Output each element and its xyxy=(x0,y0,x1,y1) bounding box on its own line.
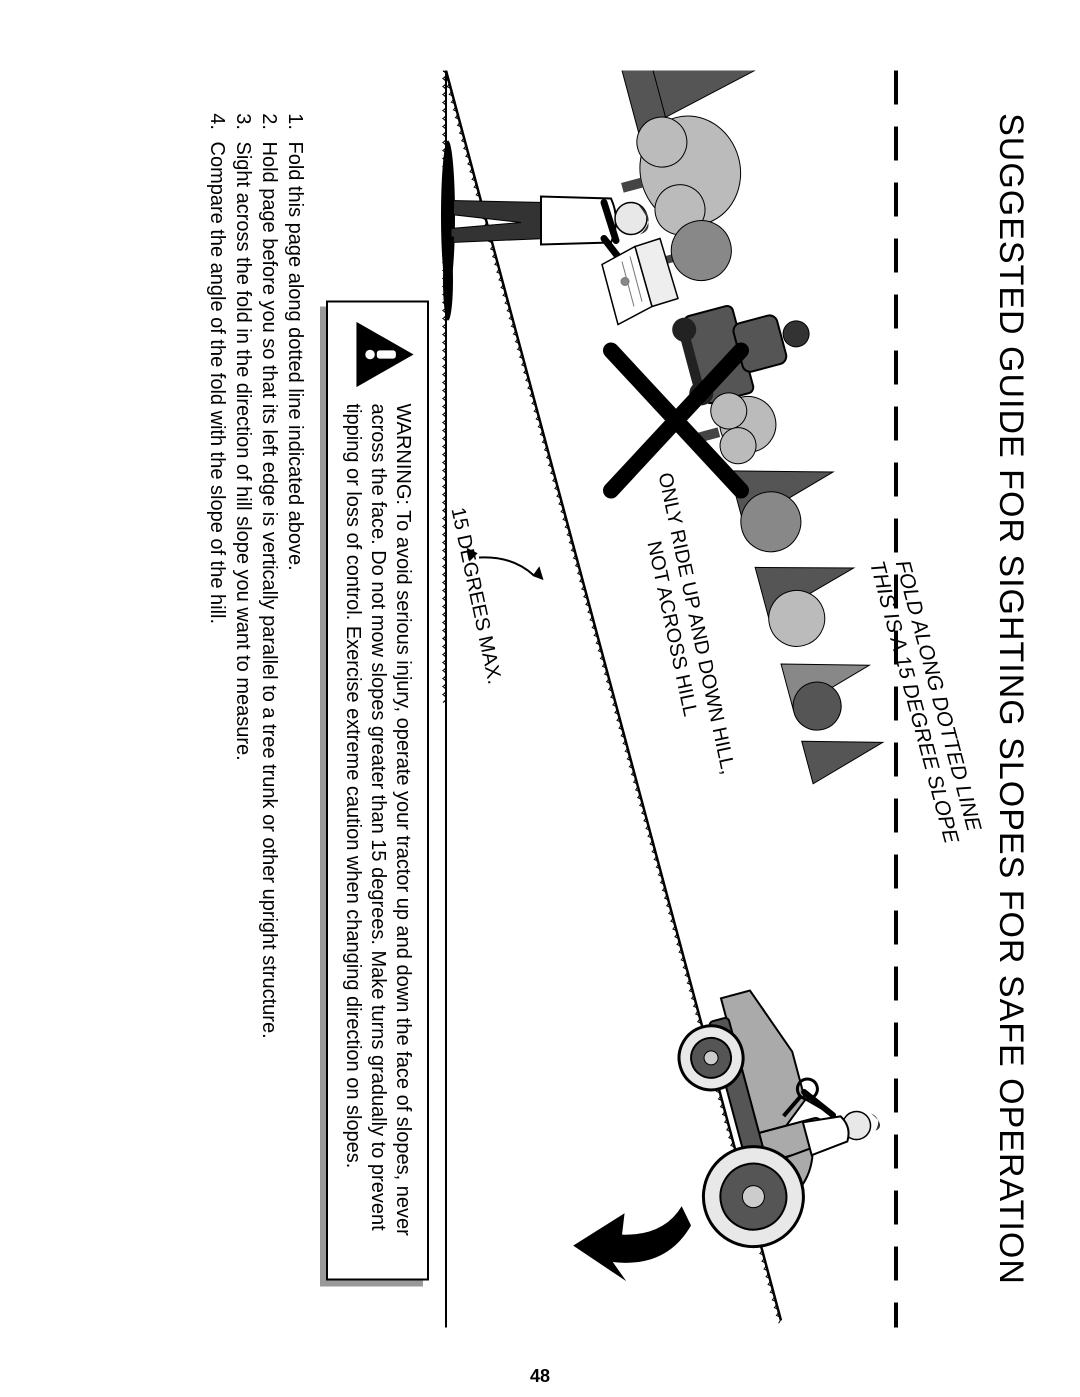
instruction-item: Sight across the fold in the direction o… xyxy=(230,135,256,1327)
warning-text: WARNING: To avoid serious injury, operat… xyxy=(340,403,415,1258)
slope-diagram: FOLD ALONG DOTTED LINE THIS IS A 15 DEGR… xyxy=(326,70,966,1327)
instruction-item: Compare the angle of the fold with the s… xyxy=(204,135,230,1327)
warning-triangle-icon xyxy=(355,320,415,388)
instruction-item: Hold page before you so that its left ed… xyxy=(256,135,282,1327)
instruction-list: Fold this page along dotted line indicat… xyxy=(204,105,308,1327)
warning-box: WARNING: To avoid serious injury, operat… xyxy=(326,300,429,1280)
instruction-item: Fold this page along dotted line indicat… xyxy=(282,135,308,1327)
direction-arrow xyxy=(569,1197,701,1292)
page-number: 48 xyxy=(530,1366,550,1387)
tractor-updown xyxy=(653,966,902,1257)
